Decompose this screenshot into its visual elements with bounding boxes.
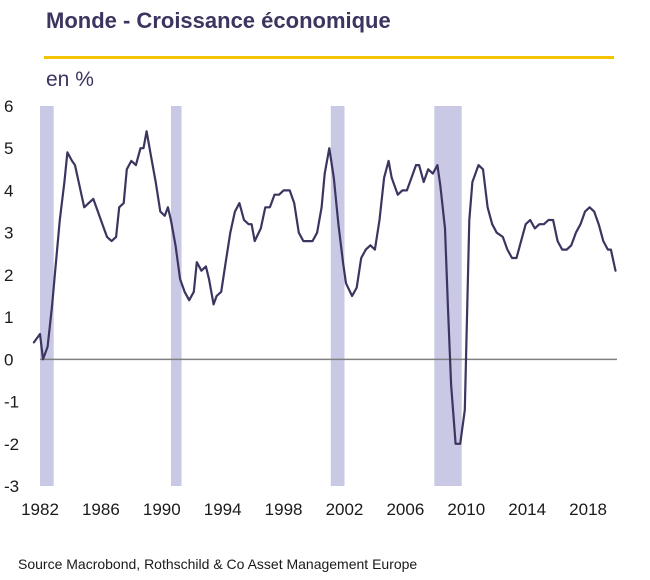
y-tick-label: -1 bbox=[4, 393, 19, 412]
x-tick-label: 1994 bbox=[204, 500, 242, 519]
x-tick-label: 2014 bbox=[508, 500, 546, 519]
chart-title: Monde - Croissance économique bbox=[46, 8, 391, 33]
series-line-0 bbox=[32, 130, 617, 445]
y-tick-label: -3 bbox=[4, 477, 19, 496]
recession-bands bbox=[40, 106, 462, 486]
x-tick-label: 2006 bbox=[386, 500, 424, 519]
x-tick-label: 2018 bbox=[569, 500, 607, 519]
x-tick-label: 1998 bbox=[265, 500, 303, 519]
y-tick-label: 4 bbox=[4, 181, 13, 200]
recession-band-2 bbox=[330, 106, 345, 486]
y-tick-label: 6 bbox=[4, 97, 13, 116]
x-tick-label: 2002 bbox=[326, 500, 364, 519]
y-tick-label: 5 bbox=[4, 139, 13, 158]
recession-band-0 bbox=[40, 106, 54, 486]
title-underline bbox=[44, 56, 614, 59]
series-group bbox=[32, 130, 617, 445]
y-tick-label: -2 bbox=[4, 435, 19, 454]
y-tick-label: 0 bbox=[4, 350, 13, 369]
y-tick-label: 3 bbox=[4, 224, 13, 243]
x-tick-label: 2010 bbox=[447, 500, 485, 519]
x-axis-ticks: 1982 1986 1990 1994 1998 2002 2006 2010 2014 2018 bbox=[21, 500, 607, 519]
source-note: Source Macrobond, Rothschild & Co Asset … bbox=[18, 556, 418, 572]
y-tick-label: 1 bbox=[4, 308, 13, 327]
recession-band-1 bbox=[170, 106, 182, 486]
y-tick-label: 2 bbox=[4, 266, 13, 285]
x-tick-label: 1990 bbox=[143, 500, 181, 519]
x-tick-label: 1982 bbox=[21, 500, 59, 519]
x-tick-label: 1986 bbox=[82, 500, 120, 519]
y-axis-ticks: 6 5 4 3 2 1 0 -1 -2 -3 bbox=[4, 97, 19, 496]
unit-label: en % bbox=[46, 68, 94, 91]
